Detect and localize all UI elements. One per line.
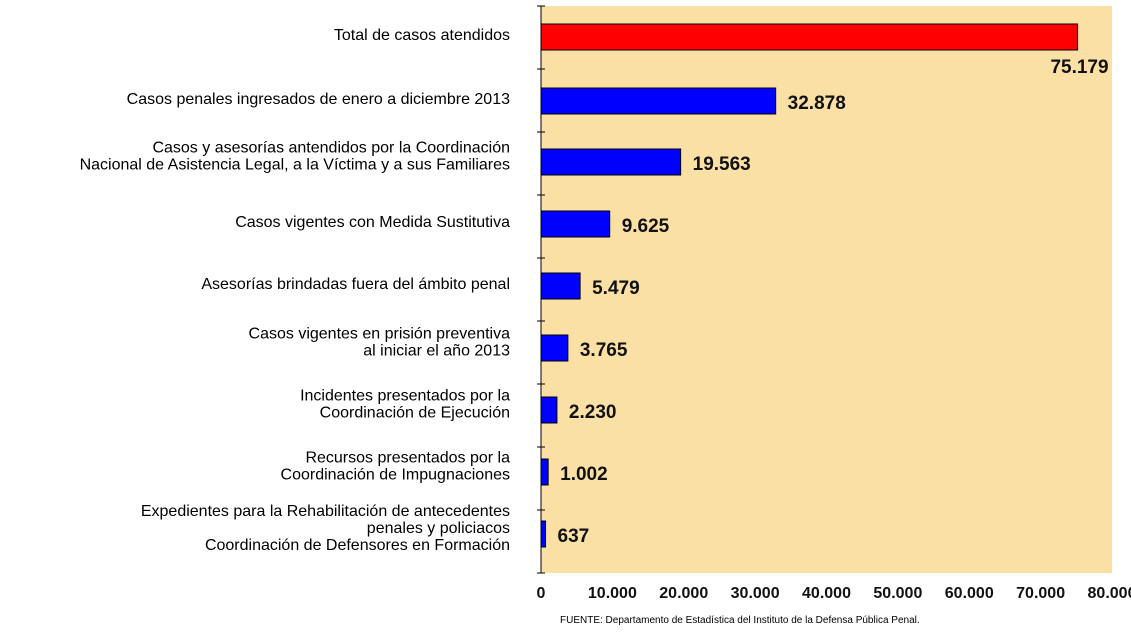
value-label: 19.563	[693, 154, 751, 175]
category-label: Casos penales ingresados de enero a dici…	[127, 91, 510, 108]
value-labels: 75.179 32.878 19.563 9.625 5.479 3.765 2.230 1.…	[558, 57, 1109, 547]
x-tick-label: 30.000	[731, 585, 780, 602]
bar	[540, 210, 611, 238]
x-tick-label: 20.000	[659, 585, 708, 602]
x-tick-label: 80.000	[1088, 585, 1131, 602]
x-tick-label: 10.000	[588, 585, 637, 602]
bar	[540, 520, 547, 548]
category-label: Recursos presentados por la Coordinación …	[281, 450, 511, 484]
category-label: Casos vigentes en prisión preventiva al i…	[249, 326, 511, 360]
value-label: 75.179	[1050, 57, 1108, 78]
x-tick-label: 40.000	[802, 585, 851, 602]
bar	[540, 87, 777, 115]
category-label: Total de casos atendidos	[334, 27, 510, 44]
x-axis-tick-labels: 0 10.000 20.000 30.000 40.000 50.000 60.000 70.…	[537, 585, 1131, 602]
bar	[540, 23, 1079, 51]
y-axis-ticks	[537, 5, 545, 574]
category-label: Asesorías brindadas fuera del ámbito pen…	[201, 276, 510, 293]
category-labels: Total de casos atendidos Casos penales in…	[80, 27, 511, 554]
bar	[540, 334, 569, 362]
bar	[540, 396, 558, 424]
bar	[540, 148, 682, 176]
value-label: 2.230	[569, 402, 617, 423]
bar	[540, 458, 549, 486]
value-label: 32.878	[788, 93, 846, 114]
value-label: 1.002	[560, 464, 608, 485]
category-label: Incidentes presentados por la Coordinació…	[300, 388, 510, 422]
category-label: Expedientes para la Rehabilitación de an…	[141, 503, 510, 554]
value-label: 9.625	[622, 216, 670, 237]
value-label: 3.765	[580, 340, 628, 361]
value-label: 5.479	[592, 278, 640, 299]
x-tick-label: 70.000	[1016, 585, 1065, 602]
x-tick-label: 50.000	[873, 585, 922, 602]
value-label: 637	[558, 526, 590, 547]
bars	[540, 23, 1079, 548]
category-label: Casos vigentes con Medida Sustitutiva	[235, 214, 510, 231]
x-tick-label: 60.000	[945, 585, 994, 602]
source-note: FUENTE: Departamento de Estadística del …	[560, 615, 920, 626]
x-tick-label: 0	[537, 585, 546, 602]
category-label: Casos y asesorías antendidos por la Coor…	[80, 140, 510, 174]
bar	[540, 272, 581, 300]
